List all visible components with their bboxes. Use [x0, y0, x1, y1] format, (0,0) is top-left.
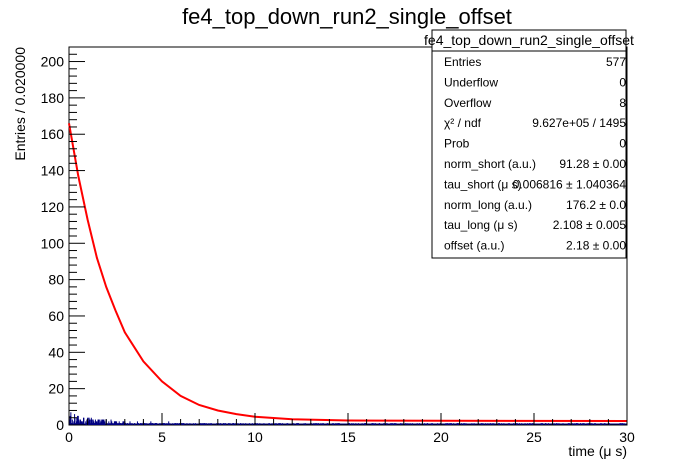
stats-label: Overflow: [444, 96, 492, 110]
x-axis-ticks: 0 5 10 15 20 25 30: [65, 413, 635, 445]
x-axis-label: time (μ s): [568, 443, 627, 459]
stats-value: 0.006816 ± 1.040364: [513, 177, 627, 191]
x-tick-label: 25: [526, 429, 542, 445]
y-tick-label: 140: [41, 163, 65, 179]
x-tick-label: 0: [65, 429, 73, 445]
stats-value: 9.627e+05 / 1495: [532, 116, 626, 130]
stats-value: 0: [619, 75, 626, 89]
x-tick-label: 20: [433, 429, 449, 445]
stats-value: 8: [619, 96, 626, 110]
stats-label: tau_long (μ s): [444, 218, 518, 232]
y-tick-label: 80: [48, 272, 64, 288]
y-tick-label: 100: [41, 235, 65, 251]
stats-label: Underflow: [444, 75, 498, 89]
stats-value: 2.108 ± 0.005: [553, 218, 627, 232]
y-tick-label: 60: [48, 308, 64, 324]
x-tick-label: 5: [158, 429, 166, 445]
y-tick-label: 0: [56, 417, 64, 433]
stats-value: 176.2 ± 0.0: [566, 198, 626, 212]
x-tick-label: 15: [340, 429, 356, 445]
stats-value: 577: [606, 55, 626, 69]
y-tick-label: 20: [48, 381, 64, 397]
stats-label: Entries: [444, 55, 481, 69]
stats-value: 2.18 ± 0.00: [566, 239, 626, 253]
stats-label: norm_long (a.u.): [444, 198, 532, 212]
y-tick-label: 40: [48, 344, 64, 360]
stats-box-title: fe4_top_down_run2_single_offset: [424, 32, 634, 48]
y-tick-label: 200: [41, 54, 65, 70]
chart-title: fe4_top_down_run2_single_offset: [182, 4, 512, 29]
stats-value: 0: [619, 137, 626, 151]
stats-label: χ² / ndf: [444, 116, 482, 130]
y-tick-label: 160: [41, 126, 65, 142]
y-axis-ticks: 0 20 40 60 80 100 120 140 160 180 200: [41, 46, 85, 433]
stats-box: fe4_top_down_run2_single_offset Entries 5…: [424, 29, 634, 259]
x-tick-label: 30: [619, 429, 635, 445]
stats-label: norm_short (a.u.): [444, 157, 536, 171]
y-tick-label: 120: [41, 199, 65, 215]
stats-label: offset (a.u.): [444, 239, 504, 253]
stats-value: 91.28 ± 0.00: [559, 157, 626, 171]
stats-label: tau_short (μ s): [444, 177, 522, 191]
y-tick-label: 180: [41, 90, 65, 106]
fit-curve: [68, 123, 628, 422]
x-tick-label: 10: [247, 429, 263, 445]
stats-label: Prob: [444, 137, 470, 151]
y-axis-label: Entries / 0.020000: [12, 47, 28, 161]
